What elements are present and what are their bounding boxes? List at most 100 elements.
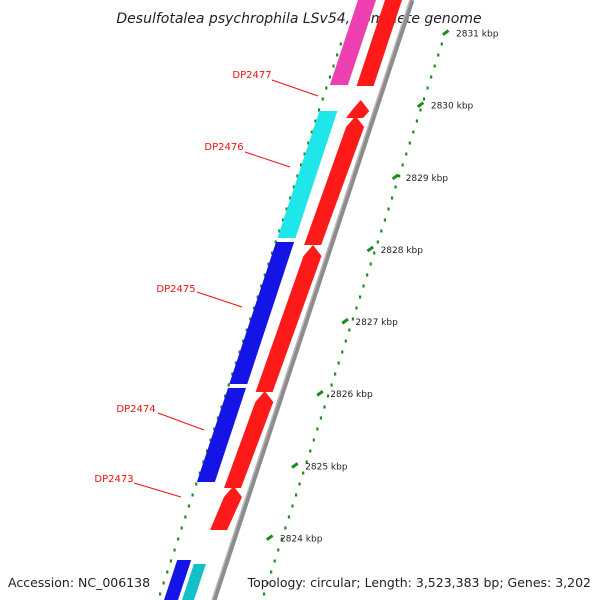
- blue-feature-block: [164, 560, 192, 600]
- gc-marker: [184, 515, 187, 519]
- gc-marker: [303, 152, 306, 156]
- gc-marker: [302, 471, 305, 475]
- kbp-tick-mark: [316, 390, 324, 397]
- blue-feature-block: [196, 388, 246, 482]
- gc-marker: [328, 75, 332, 79]
- kbp-ticks: 2824 kbp 2825 kbp 2826 kbp 2827 kbp 2828 kbp…: [265, 29, 499, 545]
- gc-marker: [238, 350, 241, 354]
- gc-marker: [227, 383, 230, 387]
- genome-title: Desulfotalea psychrophila LSv54, complet…: [116, 11, 481, 27]
- gene-label: DP2475: [156, 284, 195, 295]
- gc-marker: [202, 460, 205, 464]
- gc-marker: [291, 504, 294, 508]
- kbp-tick-mark: [416, 101, 425, 109]
- kbp-tick-label: 2824 kbp: [280, 535, 323, 545]
- gc-marker: [390, 196, 394, 200]
- gc-marker: [252, 306, 256, 310]
- gc-marker: [437, 53, 440, 57]
- gc-marker: [426, 86, 429, 90]
- kbp-tick-mark: [265, 534, 274, 541]
- gc-marker: [387, 207, 390, 211]
- gc-marker: [314, 119, 317, 123]
- gc-marker: [242, 339, 245, 343]
- gc-marker: [433, 64, 436, 68]
- genome-backbone: [211, 0, 415, 600]
- red-gene-arrow: [224, 391, 274, 488]
- gc-marker: [213, 427, 216, 431]
- gc-marker: [380, 229, 383, 233]
- gc-marker: [318, 108, 321, 112]
- kbp-tick-label: 2831 kbp: [456, 30, 499, 40]
- gene-label: DP2476: [204, 142, 243, 153]
- gc-marker: [173, 548, 176, 552]
- gc-marker: [310, 130, 313, 134]
- gc-marker: [220, 405, 223, 409]
- red-gene-arrow: [304, 116, 365, 245]
- kbp-tick-mark: [441, 29, 450, 36]
- gc-marker: [405, 152, 408, 156]
- gc-marker: [383, 218, 387, 222]
- gene-label-leader: [244, 151, 291, 168]
- accession-text: Accession: NC_006138: [8, 575, 150, 590]
- gc-marker: [294, 493, 298, 497]
- gc-marker: [198, 471, 201, 475]
- gc-marker: [278, 229, 281, 233]
- backbone-line: [211, 0, 415, 600]
- gc-marker: [369, 262, 372, 266]
- gc-marker: [260, 284, 263, 288]
- gc-marker: [312, 438, 315, 442]
- kbp-tick-label: 2826 kbp: [330, 390, 373, 400]
- gc-marker: [195, 482, 198, 486]
- gene-label-leader: [271, 79, 319, 97]
- gc-marker: [273, 559, 276, 563]
- gc-marker: [249, 317, 252, 321]
- gc-marker: [296, 174, 299, 178]
- gc-marker: [401, 163, 404, 167]
- gc-marker: [325, 86, 328, 90]
- kbp-tick-label: 2827 kbp: [355, 318, 398, 328]
- gc-marker: [277, 548, 280, 552]
- gc-marker: [270, 570, 273, 574]
- gc-marker: [398, 174, 401, 178]
- gc-marker: [430, 75, 433, 79]
- gc-marker: [309, 449, 312, 453]
- gc-marker: [234, 361, 238, 365]
- gene-label: DP2474: [116, 404, 155, 415]
- gc-marker: [344, 339, 347, 343]
- gc-marker: [280, 537, 283, 541]
- gene-track: [210, 0, 402, 530]
- kbp-tick-label: 2825 kbp: [305, 462, 348, 472]
- gene-label: DP2473: [94, 474, 133, 485]
- backbone-highlight: [211, 0, 411, 600]
- gc-marker: [348, 328, 351, 332]
- gc-marker: [408, 141, 411, 145]
- kbp-tick-mark: [366, 245, 374, 253]
- gc-marker: [339, 42, 342, 46]
- kbp-tick-mark: [341, 317, 349, 325]
- gc-marker: [285, 207, 288, 211]
- gc-marker: [205, 449, 209, 453]
- gc-marker: [307, 141, 310, 145]
- gc-marker: [245, 328, 248, 332]
- gc-marker: [440, 42, 443, 46]
- gc-marker: [162, 581, 165, 585]
- gc-marker: [267, 262, 270, 266]
- gc-marker: [394, 185, 397, 189]
- gc-marker: [366, 273, 369, 277]
- gc-marker: [376, 240, 379, 244]
- topology-text: Topology: circular; Length: 3,523,383 bp…: [247, 575, 591, 590]
- gc-marker: [299, 163, 303, 167]
- gc-marker: [191, 493, 194, 497]
- kbp-tick-mark: [291, 462, 299, 469]
- gc-marker: [373, 251, 376, 255]
- gc-marker: [266, 581, 269, 585]
- kbp-tick-label: 2829 kbp: [406, 174, 449, 184]
- gc-marker: [263, 273, 266, 277]
- gc-marker: [274, 240, 277, 244]
- gc-marker: [292, 185, 295, 189]
- inner-gc-markers: [158, 42, 342, 596]
- gc-marker: [281, 218, 285, 222]
- gc-marker: [362, 284, 365, 288]
- gc-marker: [334, 372, 337, 376]
